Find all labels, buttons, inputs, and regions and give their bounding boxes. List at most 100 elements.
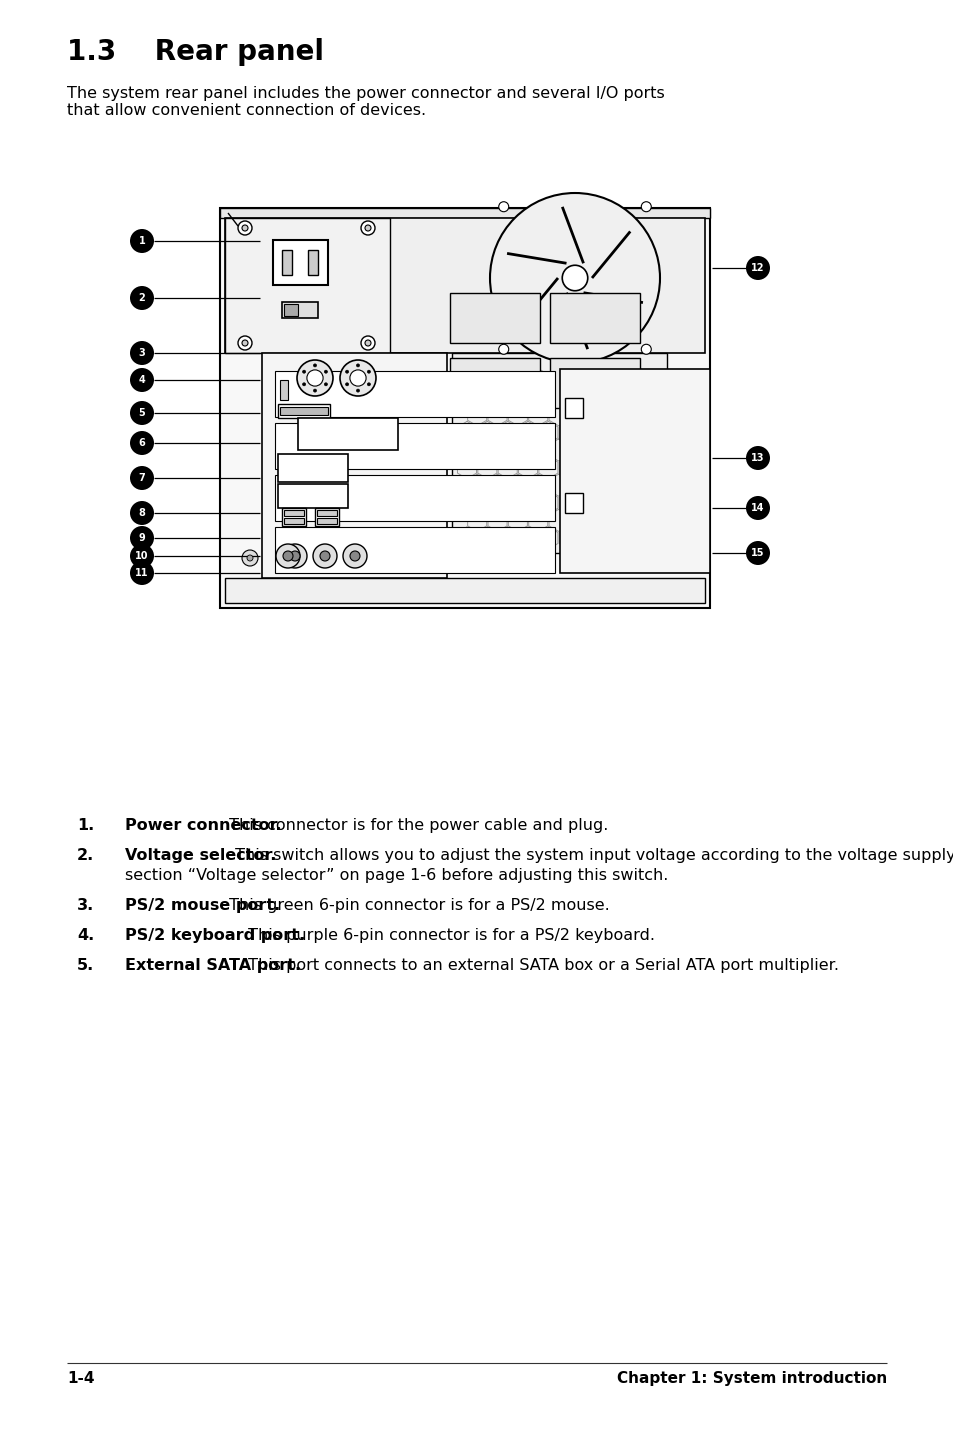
Text: External SATA port.: External SATA port. <box>125 958 301 974</box>
Circle shape <box>640 201 651 211</box>
Circle shape <box>365 224 371 232</box>
Bar <box>274 526 555 572</box>
Circle shape <box>237 221 252 234</box>
Circle shape <box>314 364 316 367</box>
Bar <box>282 250 292 275</box>
Bar <box>280 380 288 400</box>
Text: 10: 10 <box>135 551 149 561</box>
Circle shape <box>360 336 375 349</box>
Circle shape <box>498 344 508 354</box>
Circle shape <box>324 370 327 374</box>
Text: Chapter 1: System introduction: Chapter 1: System introduction <box>616 1370 886 1386</box>
Circle shape <box>242 549 257 567</box>
Circle shape <box>367 383 370 385</box>
Text: 1.: 1. <box>77 818 94 833</box>
Circle shape <box>247 555 253 561</box>
Circle shape <box>745 446 769 470</box>
Circle shape <box>130 229 153 253</box>
Bar <box>564 398 582 418</box>
Circle shape <box>290 551 299 561</box>
Text: 13: 13 <box>750 453 764 463</box>
Text: 4: 4 <box>138 375 145 385</box>
Text: 1: 1 <box>138 236 145 246</box>
Bar <box>450 358 539 408</box>
Circle shape <box>302 383 305 385</box>
Circle shape <box>314 390 316 393</box>
Text: 15: 15 <box>750 548 764 558</box>
Text: The system rear panel includes the power connector and several I/O ports
that al: The system rear panel includes the power… <box>67 86 664 118</box>
Text: 7: 7 <box>138 473 145 483</box>
Circle shape <box>324 383 327 385</box>
Bar <box>550 293 639 344</box>
Bar <box>316 518 336 523</box>
Bar <box>282 508 306 526</box>
Circle shape <box>561 265 587 290</box>
Circle shape <box>130 431 153 454</box>
Circle shape <box>302 370 305 374</box>
Circle shape <box>130 561 153 585</box>
Text: 5: 5 <box>138 408 145 418</box>
Bar <box>273 240 328 285</box>
Text: This green 6-pin connector is for a PS/2 mouse.: This green 6-pin connector is for a PS/2… <box>224 897 609 913</box>
Circle shape <box>360 221 375 234</box>
Circle shape <box>343 544 367 568</box>
Text: 4.: 4. <box>77 928 94 943</box>
Circle shape <box>313 544 336 568</box>
Text: 3: 3 <box>138 348 145 358</box>
Text: This connector is for the power cable and plug.: This connector is for the power cable an… <box>224 818 608 833</box>
Text: 8: 8 <box>138 508 145 518</box>
Circle shape <box>350 370 366 385</box>
Bar <box>225 578 704 603</box>
Circle shape <box>345 370 348 374</box>
Circle shape <box>356 364 359 367</box>
Circle shape <box>356 390 359 393</box>
Bar <box>314 508 338 526</box>
Bar <box>262 352 447 578</box>
Text: 14: 14 <box>750 503 764 513</box>
Circle shape <box>307 370 323 385</box>
Bar <box>297 418 397 450</box>
Bar <box>284 510 304 516</box>
Text: This port connects to an external SATA box or a Serial ATA port multiplier.: This port connects to an external SATA b… <box>243 958 838 974</box>
Text: This purple 6-pin connector is for a PS/2 keyboard.: This purple 6-pin connector is for a PS/… <box>243 928 654 943</box>
Circle shape <box>498 201 508 211</box>
Text: PS/2 mouse port.: PS/2 mouse port. <box>125 897 280 913</box>
Bar <box>225 219 704 352</box>
Bar <box>225 219 390 352</box>
Bar <box>550 358 639 408</box>
Bar <box>274 475 555 521</box>
Circle shape <box>745 256 769 280</box>
Circle shape <box>350 551 359 561</box>
Bar <box>559 370 709 572</box>
Text: 12: 12 <box>750 263 764 273</box>
Text: PS/2 keyboard port.: PS/2 keyboard port. <box>125 928 305 943</box>
Text: 1.3    Rear panel: 1.3 Rear panel <box>67 37 324 66</box>
Text: Power connector.: Power connector. <box>125 818 281 833</box>
Bar <box>284 518 304 523</box>
Circle shape <box>296 360 333 395</box>
Bar <box>277 485 348 508</box>
Circle shape <box>745 541 769 565</box>
Bar <box>450 293 539 344</box>
Bar <box>220 209 709 608</box>
Circle shape <box>640 344 651 354</box>
Bar <box>277 454 348 482</box>
Circle shape <box>130 500 153 525</box>
Circle shape <box>242 224 248 232</box>
Text: 9: 9 <box>138 533 145 544</box>
Circle shape <box>130 544 153 568</box>
Circle shape <box>339 360 375 395</box>
Text: 1-4: 1-4 <box>67 1370 94 1386</box>
Circle shape <box>283 544 307 568</box>
Circle shape <box>345 383 348 385</box>
Text: 2.: 2. <box>77 848 94 863</box>
Text: 6: 6 <box>138 439 145 449</box>
Circle shape <box>283 551 293 561</box>
Bar <box>280 407 328 416</box>
Bar <box>284 303 297 316</box>
Circle shape <box>365 339 371 347</box>
Circle shape <box>242 339 248 347</box>
Circle shape <box>275 544 299 568</box>
Circle shape <box>130 526 153 549</box>
Text: 2: 2 <box>138 293 145 303</box>
